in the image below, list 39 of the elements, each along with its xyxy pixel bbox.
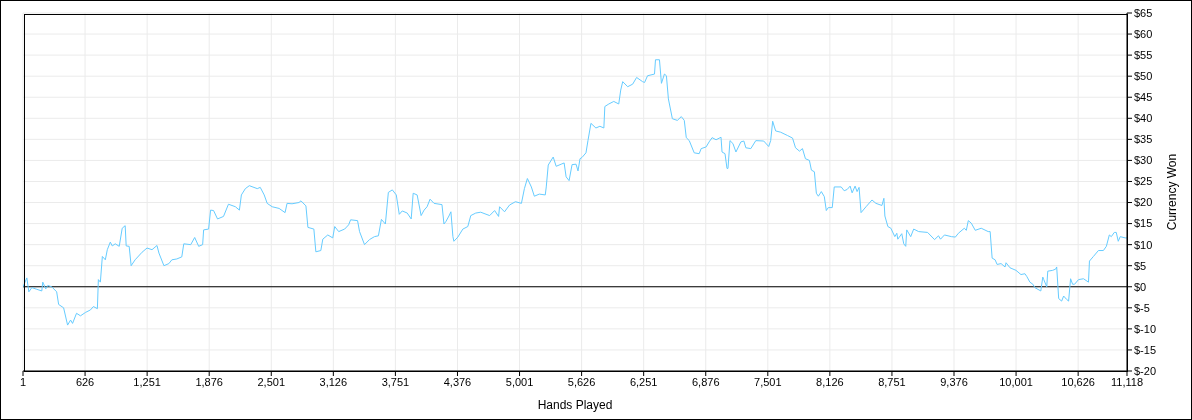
x-tick-label: 7,501 — [754, 375, 782, 388]
y-tick-label: $25 — [1134, 175, 1153, 188]
x-tick-label: 5,626 — [567, 375, 596, 388]
x-tick-label: 10,001 — [999, 375, 1033, 388]
y-tick-label: $0 — [1134, 280, 1147, 293]
x-tick-label: 8,126 — [816, 375, 844, 388]
y-tick-label: $55 — [1134, 49, 1153, 62]
y-tick-label: $30 — [1134, 154, 1153, 167]
x-tick-label: 1,876 — [195, 375, 223, 388]
x-tick-label: 9,376 — [940, 375, 968, 388]
x-tick-label: 8,751 — [878, 375, 906, 388]
x-tick-label: 11,118 — [1110, 375, 1144, 388]
x-tick-label: 1 — [19, 375, 27, 388]
y-tick-label: $-5 — [1134, 301, 1150, 314]
y-tick-label: $15 — [1134, 217, 1153, 230]
x-tick-label: 626 — [75, 375, 95, 388]
y-tick-label: $40 — [1134, 112, 1153, 125]
y-tick-label: $50 — [1134, 70, 1153, 83]
x-tick-label: 3,126 — [319, 375, 348, 388]
x-tick-label: 6,251 — [629, 375, 658, 388]
x-tick-label: 2,501 — [257, 375, 286, 388]
x-tick-label: 6,876 — [691, 375, 720, 388]
y-tick-label: $65 — [1134, 6, 1153, 19]
y-tick-label: $60 — [1134, 27, 1153, 40]
x-tick-label: 3,751 — [381, 375, 410, 388]
x-tick-label: 5,001 — [505, 375, 534, 388]
y-tick-label: $35 — [1134, 133, 1153, 146]
x-axis-title: Hands Played — [537, 398, 613, 412]
y-tick-label: $-10 — [1134, 322, 1157, 335]
y-tick-label: $-20 — [1134, 364, 1157, 377]
x-tick-label: 10,626 — [1061, 375, 1095, 388]
y-tick-label: $-15 — [1134, 343, 1157, 356]
x-tick-label: 1,251 — [133, 375, 161, 388]
y-tick-label: $45 — [1134, 91, 1153, 104]
y-tick-label: $5 — [1134, 259, 1147, 272]
x-tick-label: 4,376 — [443, 375, 472, 388]
y-axis-title: Currency Won — [1165, 153, 1179, 231]
y-tick-label: $20 — [1134, 196, 1153, 209]
y-tick-label: $10 — [1134, 238, 1153, 251]
